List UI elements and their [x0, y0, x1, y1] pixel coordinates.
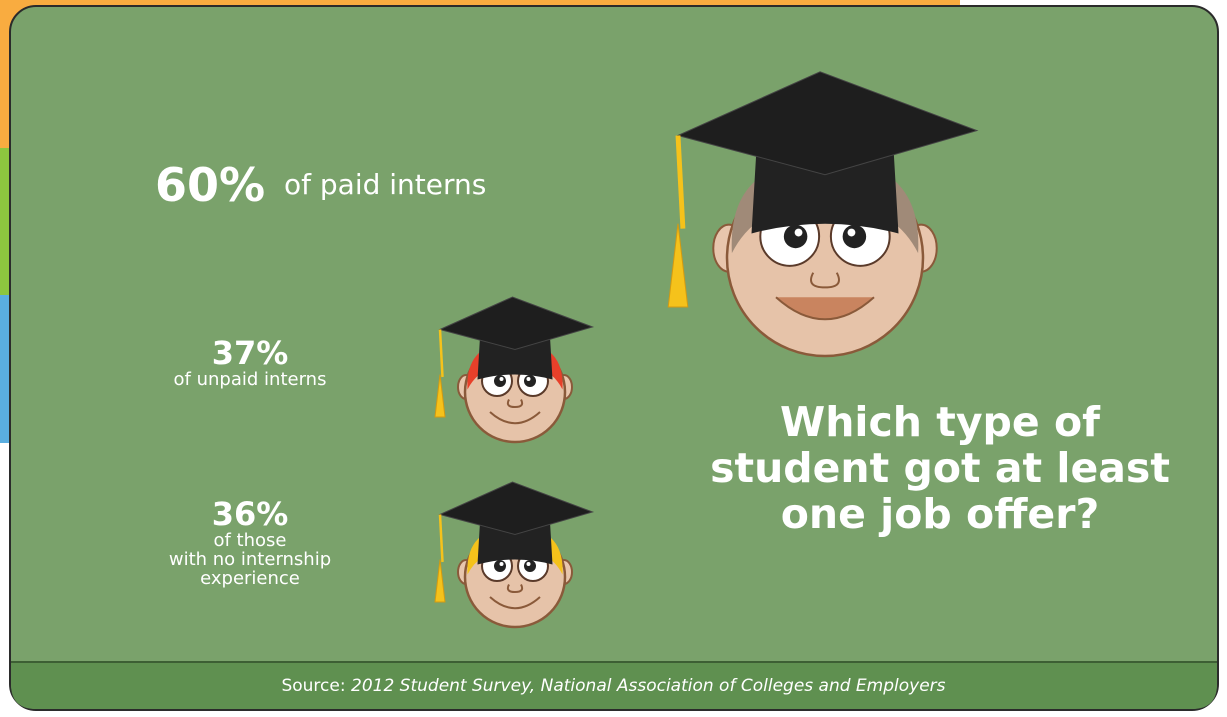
- bar-label: 36% of those with no internship experienc…: [150, 495, 350, 589]
- face-part: [489, 596, 541, 610]
- face-part: [434, 559, 446, 603]
- face-part: [794, 228, 803, 237]
- face-part: [506, 399, 524, 409]
- face-part: [751, 150, 899, 234]
- face-part: [438, 481, 595, 536]
- source: 2012 Student Survey, National Associatio…: [351, 676, 946, 696]
- value-label: 60%: [155, 158, 266, 212]
- face-part: [675, 135, 686, 229]
- value-label: 36%: [211, 495, 289, 533]
- category-label: of those with no internship experience: [168, 530, 332, 589]
- face-part: [506, 584, 524, 594]
- face-part: [434, 374, 446, 418]
- face-part: [499, 377, 504, 381]
- category-label: of paid interns: [284, 168, 487, 201]
- face-part: [438, 514, 444, 563]
- chart-title: Which type of student got at least one j…: [710, 398, 1170, 538]
- face-part: [847, 228, 856, 237]
- face-part: [477, 522, 553, 565]
- face-part: [526, 562, 531, 566]
- face-part: [524, 375, 536, 387]
- face-part: [489, 411, 541, 425]
- face-part: [526, 377, 531, 381]
- source-line: Source: 2012 Student Survey, National As…: [0, 676, 1227, 696]
- face-part: [438, 329, 444, 378]
- bar-label: 37% of unpaid interns: [150, 334, 350, 391]
- face-part: [438, 296, 595, 351]
- face-part: [810, 272, 840, 289]
- face-part: [494, 560, 506, 572]
- face-part: [494, 375, 506, 387]
- face-part: [667, 223, 689, 308]
- value-label: 37%: [211, 334, 289, 372]
- face-part: [775, 296, 875, 321]
- face-part: [676, 71, 979, 176]
- face-part: [783, 224, 808, 249]
- face-part: [842, 224, 867, 249]
- category-label: of unpaid interns: [173, 369, 327, 391]
- face-part: [499, 562, 504, 566]
- face-part: [477, 337, 553, 380]
- face-part: [524, 560, 536, 572]
- source-label: Source:: [281, 676, 346, 696]
